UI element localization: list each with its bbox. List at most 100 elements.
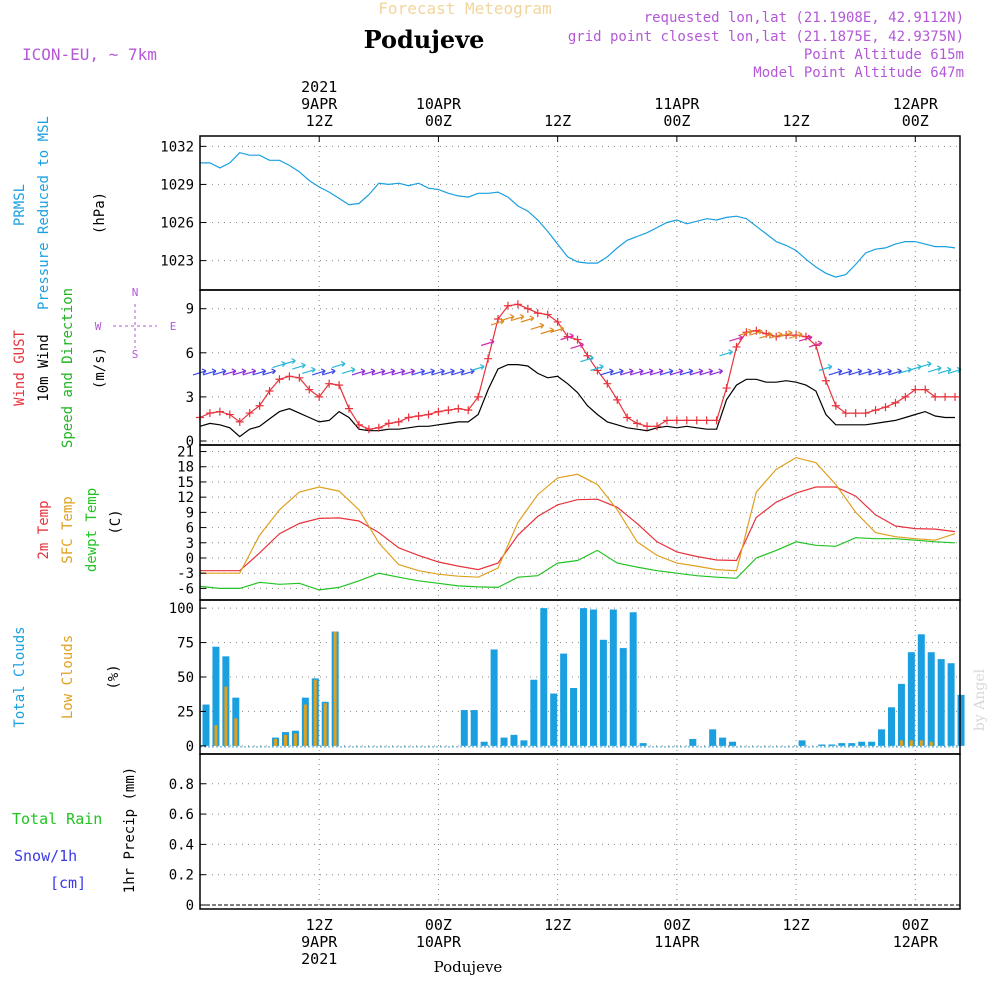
model-altitude: Model Point Altitude 647m bbox=[753, 65, 964, 81]
bottom-time-label: 00Z bbox=[425, 916, 452, 934]
total-cloud-bar bbox=[729, 741, 737, 746]
wind-direction-arrow bbox=[262, 368, 276, 376]
ytick-label: 0 bbox=[186, 739, 194, 755]
total-cloud-bar bbox=[887, 707, 895, 746]
low-cloud-bar bbox=[234, 718, 238, 746]
low-cloud-bar bbox=[313, 679, 317, 746]
total-cloud-bar bbox=[550, 693, 558, 746]
ytick-label: 18 bbox=[177, 460, 194, 476]
low-cloud-bar bbox=[303, 704, 307, 746]
ytick-label: 25 bbox=[177, 704, 194, 720]
total-cloud-bar bbox=[917, 634, 925, 746]
total-cloud-bar bbox=[490, 649, 498, 746]
pressure-unit-label: (hPa) bbox=[92, 192, 108, 234]
pressure-label: Pressure Reduced to MSL bbox=[36, 116, 52, 310]
wind-gust-marker bbox=[851, 409, 860, 418]
wind-gust-marker bbox=[364, 425, 373, 434]
wind-direction-arrow bbox=[560, 333, 575, 341]
wind-gust-marker bbox=[424, 410, 433, 419]
wind-gust-marker bbox=[325, 379, 334, 388]
wind-direction-arrow bbox=[739, 328, 753, 336]
low-cloud-bar bbox=[214, 725, 218, 746]
wind-direction-arrow bbox=[431, 368, 445, 376]
wind-direction-arrow bbox=[520, 315, 535, 323]
snow-unit-label: [cm] bbox=[50, 874, 86, 892]
compass-rose bbox=[113, 304, 157, 348]
temp-dewpt-line bbox=[199, 537, 956, 591]
wind-gust-marker bbox=[345, 404, 354, 413]
wind-gust-marker bbox=[354, 420, 363, 429]
cloud-unit-label: (%) bbox=[106, 664, 122, 689]
wind-direction-arrow bbox=[391, 368, 406, 376]
ytick-label: 1029 bbox=[160, 177, 194, 193]
wind-direction-arrow bbox=[778, 330, 793, 338]
wind-gust-marker bbox=[941, 392, 950, 401]
pressure-panel-frame bbox=[199, 135, 961, 291]
ytick-label: 0.2 bbox=[169, 868, 194, 884]
wind-gust-marker bbox=[543, 310, 552, 319]
wind-gust-marker bbox=[513, 300, 522, 309]
low-cloud-bar bbox=[283, 734, 287, 746]
wind-gust-marker bbox=[215, 407, 224, 416]
total-cloud-bar bbox=[927, 652, 935, 746]
wind-direction-arrow bbox=[828, 368, 843, 376]
total-cloud-bar bbox=[848, 743, 856, 746]
low-cloud-bar bbox=[929, 741, 933, 746]
total-cloud-bar bbox=[907, 652, 915, 746]
ytick-label: 21 bbox=[177, 445, 194, 461]
low-cloud-bar bbox=[333, 631, 337, 746]
precip-panel-frame bbox=[199, 753, 961, 910]
wind-direction-arrow bbox=[451, 368, 465, 376]
total-cloud-bar bbox=[520, 740, 528, 746]
wind-direction-arrow bbox=[580, 355, 594, 363]
wind-direction-arrow bbox=[669, 368, 684, 376]
wind-direction-arrow bbox=[321, 368, 336, 376]
wind-direction-label: Speed and Direction bbox=[60, 288, 76, 448]
wind-gust-marker bbox=[861, 409, 870, 418]
wind-direction-arrow bbox=[361, 368, 376, 376]
top-time-label: 10APR bbox=[416, 95, 462, 113]
ytick-label: 50 bbox=[177, 670, 194, 686]
total-cloud-bar bbox=[798, 740, 806, 746]
total-cloud-bar bbox=[480, 741, 488, 746]
wind-gust-marker bbox=[911, 385, 920, 394]
wind-direction-arrow bbox=[470, 363, 485, 372]
wind-gust-marker bbox=[503, 301, 512, 310]
wind-direction-arrow bbox=[679, 368, 694, 376]
wind-gust-marker bbox=[464, 406, 473, 415]
total-cloud-bar bbox=[957, 694, 965, 746]
bottom-time-label: 00Z bbox=[663, 916, 690, 934]
wind-gust-line bbox=[199, 303, 955, 430]
bottom-time-label: 00Z bbox=[902, 916, 929, 934]
ytick-label: 0 bbox=[186, 434, 194, 450]
wind-gust-marker bbox=[881, 403, 890, 412]
total-cloud-bar bbox=[897, 683, 905, 746]
total-rain-label: Total Rain bbox=[12, 810, 102, 828]
wind-gust-marker bbox=[603, 379, 612, 388]
wind-direction-arrow bbox=[610, 368, 624, 376]
bottom-time-label: 2021 bbox=[301, 950, 337, 968]
wind-gust-marker bbox=[702, 416, 711, 425]
wind-direction-arrow bbox=[808, 340, 823, 348]
wind-gust-marker bbox=[285, 372, 294, 381]
gust-label: Wind GUST bbox=[12, 330, 28, 406]
ytick-label: 1026 bbox=[160, 216, 194, 232]
ytick-label: 6 bbox=[186, 521, 194, 537]
wind-direction-arrow bbox=[927, 365, 942, 373]
total-cloud-bar bbox=[818, 744, 826, 746]
wind-direction-arrow bbox=[202, 368, 217, 376]
top-time-label: 12Z bbox=[783, 112, 810, 130]
wind-speed-line bbox=[199, 364, 955, 438]
wind-gust-marker bbox=[722, 384, 731, 393]
wind-direction-arrow bbox=[421, 368, 435, 376]
low-cloud-bar bbox=[919, 740, 923, 746]
wind-gust-marker bbox=[235, 417, 244, 426]
temp-sfc-line bbox=[200, 456, 956, 578]
wind-direction-arrow bbox=[212, 368, 227, 376]
wind-direction-arrow bbox=[500, 313, 515, 322]
wind-direction-arrow bbox=[530, 322, 545, 330]
wind-direction-arrow bbox=[719, 349, 733, 357]
wind-direction-arrow bbox=[659, 368, 674, 376]
low-cloud-bar bbox=[899, 740, 903, 746]
wind-gust-marker bbox=[434, 407, 443, 416]
